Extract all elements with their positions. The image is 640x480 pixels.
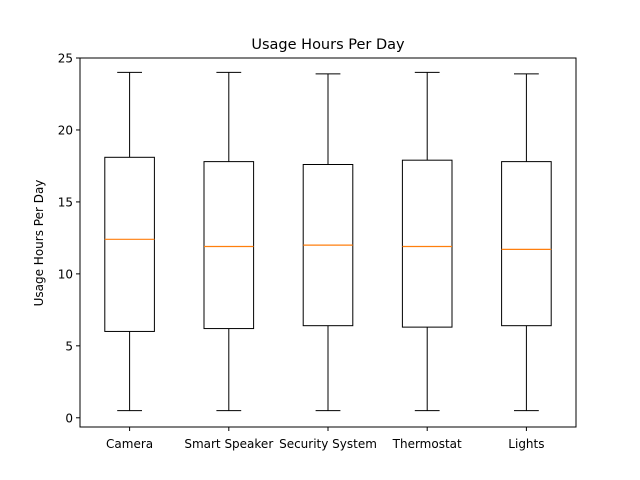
chart-title: Usage Hours Per Day <box>251 37 405 53</box>
x-tick-label: Smart Speaker <box>184 437 273 451</box>
y-tick-label: 20 <box>58 123 73 137</box>
x-tick-label: Lights <box>508 437 544 451</box>
box-iqr <box>203 161 255 330</box>
y-tick-label: 25 <box>58 52 73 66</box>
box-iqr <box>104 156 155 332</box>
y-tick-label: 15 <box>58 195 73 209</box>
x-tick-label: Security System <box>279 437 377 451</box>
x-tick-label: Thermostat <box>392 437 462 451</box>
y-tick-label: 10 <box>58 267 73 281</box>
y-tick-label: 5 <box>65 339 73 353</box>
x-tick-label: Camera <box>106 437 153 451</box>
box-iqr <box>401 159 453 328</box>
plot-area: 0 5 10 15 20 25 Camera Smart Speaker Security Sy… <box>58 52 552 451</box>
y-tick-label: 0 <box>65 411 73 425</box>
axes-frame <box>79 57 577 428</box>
box-iqr <box>501 161 552 327</box>
y-axis-label: Usage Hours Per Day <box>32 180 46 307</box>
